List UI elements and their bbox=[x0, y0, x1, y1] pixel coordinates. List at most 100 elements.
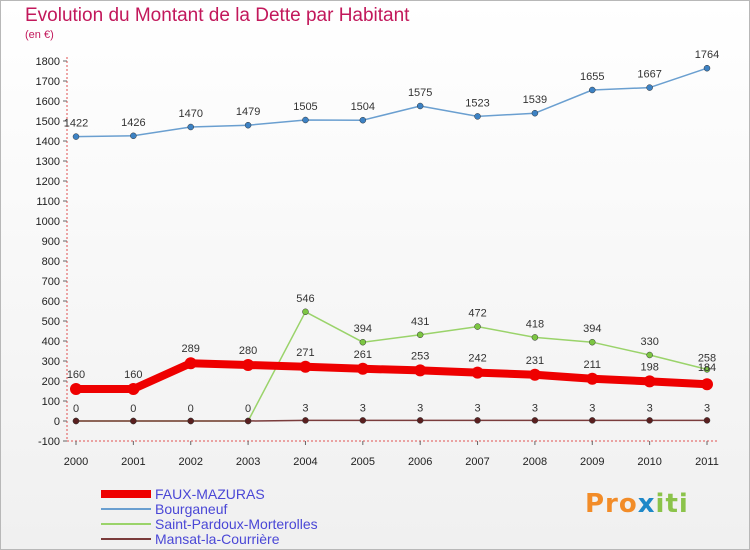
y-tick-label: 600 bbox=[42, 296, 60, 308]
data-label-bourganeuf: 1523 bbox=[465, 97, 489, 109]
proxiti-logo: Proxiti bbox=[585, 489, 689, 519]
data-point-mansat-la-courriere bbox=[703, 417, 711, 424]
y-tick-label: 1400 bbox=[36, 136, 60, 148]
data-label-mansat-la-courriere: 0 bbox=[130, 403, 136, 415]
data-label-saint-pardoux-morterolles: 418 bbox=[526, 318, 544, 330]
x-tick-label: 2004 bbox=[293, 456, 317, 468]
x-tick-label: 2002 bbox=[178, 456, 202, 468]
data-point-faux-mazuras bbox=[643, 375, 656, 388]
data-point-faux-mazuras bbox=[701, 378, 713, 391]
y-tick-label: 500 bbox=[42, 316, 60, 328]
data-label-bourganeuf: 1575 bbox=[408, 87, 432, 99]
data-label-bourganeuf: 1505 bbox=[293, 101, 317, 113]
data-label-saint-pardoux-morterolles: 546 bbox=[296, 293, 314, 305]
data-label-faux-mazuras: 184 bbox=[698, 362, 716, 374]
data-label-bourganeuf: 1504 bbox=[351, 101, 375, 113]
data-point-mansat-la-courriere bbox=[72, 417, 80, 425]
data-point-mansat-la-courriere bbox=[589, 417, 596, 424]
logo-part-1: Pro bbox=[585, 489, 638, 519]
y-tick-label: 900 bbox=[42, 236, 60, 248]
data-label-saint-pardoux-morterolles: 431 bbox=[411, 316, 429, 328]
data-point-bourganeuf bbox=[703, 64, 711, 72]
x-tick-label: 2006 bbox=[408, 456, 432, 468]
legend-label-saint-pardoux-morterolles: Saint-Pardoux-Morterolles bbox=[155, 516, 318, 532]
data-point-bourganeuf bbox=[302, 116, 309, 124]
y-tick-label: 0 bbox=[54, 416, 60, 428]
data-point-faux-mazuras bbox=[70, 383, 82, 395]
data-point-bourganeuf bbox=[244, 121, 252, 129]
y-tick-label: 1500 bbox=[36, 116, 60, 128]
x-tick-label: 2005 bbox=[351, 456, 375, 468]
y-tick-label: 100 bbox=[42, 396, 60, 408]
y-tick-label: 1700 bbox=[36, 76, 60, 88]
x-tick-label: 2010 bbox=[637, 456, 661, 468]
data-point-saint-pardoux-morterolles bbox=[703, 366, 711, 373]
data-label-mansat-la-courriere: 0 bbox=[188, 403, 194, 415]
series-line-faux-mazuras bbox=[72, 359, 711, 393]
data-label-faux-mazuras: 271 bbox=[296, 347, 314, 359]
data-label-bourganeuf: 1479 bbox=[236, 106, 260, 118]
data-label-mansat-la-courriere: 3 bbox=[417, 402, 423, 414]
data-point-faux-mazuras bbox=[414, 364, 427, 377]
data-point-mansat-la-courriere bbox=[130, 417, 137, 425]
data-point-saint-pardoux-morterolles bbox=[474, 323, 481, 330]
data-label-saint-pardoux-morterolles: 330 bbox=[640, 336, 658, 348]
data-point-bourganeuf bbox=[187, 123, 194, 131]
data-label-saint-pardoux-morterolles: 394 bbox=[354, 323, 372, 335]
data-label-mansat-la-courriere: 3 bbox=[302, 402, 308, 414]
y-tick-label: 1600 bbox=[36, 96, 60, 108]
data-label-mansat-la-courriere: 3 bbox=[647, 402, 653, 414]
data-label-saint-pardoux-morterolles: 472 bbox=[468, 308, 486, 320]
data-label-mansat-la-courriere: 3 bbox=[360, 402, 366, 414]
series-line-bourganeuf bbox=[75, 67, 708, 138]
data-point-mansat-la-courriere bbox=[187, 417, 194, 425]
data-point-bourganeuf bbox=[359, 116, 367, 124]
data-label-bourganeuf: 1764 bbox=[695, 49, 719, 61]
data-label-mansat-la-courriere: 0 bbox=[245, 403, 251, 415]
data-label-bourganeuf: 1539 bbox=[523, 94, 547, 106]
data-label-faux-mazuras: 289 bbox=[182, 343, 200, 355]
data-point-saint-pardoux-morterolles bbox=[416, 331, 424, 339]
data-point-mansat-la-courriere bbox=[646, 417, 653, 424]
y-tick-label: 1200 bbox=[36, 176, 60, 188]
y-tick-label: 1300 bbox=[36, 156, 60, 168]
data-point-saint-pardoux-morterolles bbox=[589, 338, 596, 346]
data-point-faux-mazuras bbox=[528, 368, 541, 381]
legend-label-faux-mazuras: FAUX-MAZURAS bbox=[155, 486, 265, 502]
data-point-bourganeuf bbox=[589, 86, 596, 94]
chart-title: Evolution du Montant de la Dette par Hab… bbox=[25, 5, 410, 26]
data-label-bourganeuf: 1470 bbox=[178, 108, 202, 120]
y-tick-label: 300 bbox=[42, 356, 60, 368]
data-point-mansat-la-courriere bbox=[474, 417, 481, 424]
data-point-faux-mazuras bbox=[586, 372, 599, 385]
data-label-faux-mazuras: 160 bbox=[67, 369, 85, 381]
data-point-faux-mazuras bbox=[127, 383, 140, 395]
data-point-bourganeuf bbox=[130, 132, 137, 140]
y-tick-label: -100 bbox=[38, 436, 60, 448]
data-label-saint-pardoux-morterolles: 394 bbox=[583, 323, 601, 335]
x-tick-label: 2008 bbox=[523, 456, 547, 468]
data-point-faux-mazuras bbox=[242, 359, 255, 371]
y-tick-label: 200 bbox=[42, 376, 60, 388]
data-point-mansat-la-courriere bbox=[244, 417, 252, 425]
y-tick-label: 700 bbox=[42, 276, 60, 288]
x-tick-label: 2001 bbox=[121, 456, 145, 468]
data-point-bourganeuf bbox=[474, 113, 481, 120]
x-tick-label: 2009 bbox=[580, 456, 604, 468]
data-point-faux-mazuras bbox=[184, 357, 197, 370]
data-point-saint-pardoux-morterolles bbox=[302, 308, 309, 316]
x-tick-label: 2003 bbox=[236, 456, 260, 468]
data-point-faux-mazuras bbox=[356, 362, 369, 375]
data-point-mansat-la-courriere bbox=[302, 417, 309, 424]
logo-part-2: x bbox=[637, 489, 656, 519]
data-label-faux-mazuras: 280 bbox=[239, 345, 257, 357]
data-point-mansat-la-courriere bbox=[359, 417, 367, 424]
data-label-faux-mazuras: 160 bbox=[124, 369, 142, 381]
data-label-bourganeuf: 1422 bbox=[64, 118, 88, 130]
data-label-faux-mazuras: 198 bbox=[640, 361, 658, 373]
data-point-mansat-la-courriere bbox=[531, 417, 539, 424]
data-label-faux-mazuras: 261 bbox=[354, 349, 372, 361]
x-tick-label: 2000 bbox=[64, 456, 88, 468]
